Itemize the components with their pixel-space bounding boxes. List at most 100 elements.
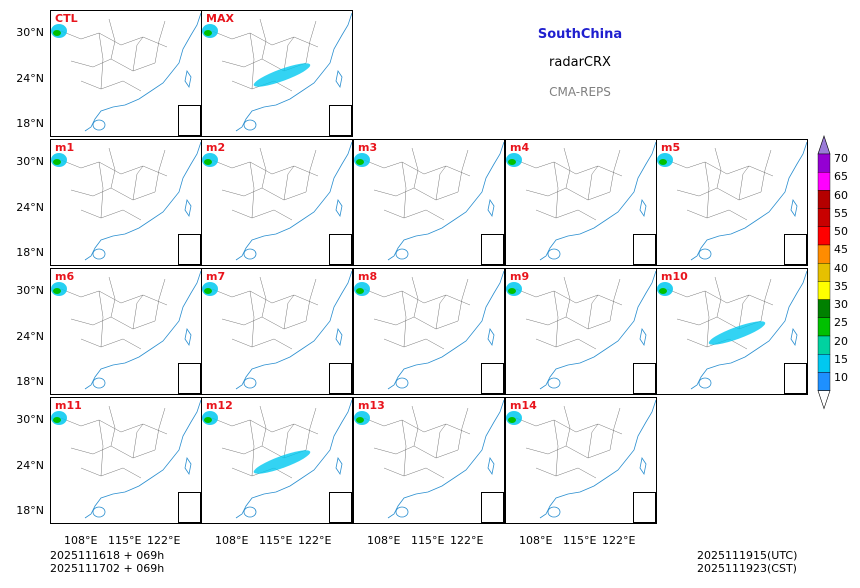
map-panel-m13: m13 (353, 397, 505, 524)
province-border (108, 18, 116, 60)
province-border (401, 419, 407, 477)
province-border (132, 294, 144, 330)
province-border (760, 278, 772, 322)
south-china-sea-inset (329, 492, 352, 523)
colorbar-label-60: 60 (834, 189, 848, 202)
basemap (51, 270, 201, 390)
colorbar-label-10: 10 (834, 371, 848, 384)
radar-echo (659, 288, 667, 294)
province-border (535, 209, 597, 221)
province-border (70, 187, 156, 201)
coastline (235, 399, 352, 519)
map-panel-m4: m4 (505, 139, 657, 266)
colorbar-label-50: 50 (834, 225, 848, 238)
province-border (363, 417, 471, 435)
province-border (457, 407, 469, 451)
province-border (609, 278, 621, 322)
lat-label-18: 18°N (16, 246, 44, 259)
basemap (202, 12, 352, 132)
lon-label-115: 115°E (563, 534, 597, 547)
panel-label: m12 (206, 399, 233, 412)
coastline (84, 399, 201, 519)
lat-label-24: 24°N (16, 72, 44, 85)
province-border (587, 165, 599, 201)
colorbar-swatch (817, 353, 831, 373)
lat-label-30: 30°N (16, 413, 44, 426)
panel-label: m5 (661, 141, 681, 154)
colorbar-label-25: 25 (834, 316, 848, 329)
radar-echo (204, 30, 212, 36)
coastline (387, 270, 504, 390)
province-border (98, 161, 104, 219)
radar-echo (508, 159, 516, 165)
panel-label: m1 (55, 141, 75, 154)
province-border (305, 20, 317, 64)
hainan-island (395, 506, 409, 518)
coastline (690, 270, 807, 390)
province-border (98, 419, 104, 477)
colorbar-swatch (817, 262, 831, 282)
panel-label: CTL (55, 12, 78, 25)
panel-label: MAX (206, 12, 234, 25)
hainan-island (547, 506, 561, 518)
province-border (435, 165, 447, 201)
taiwan-island (184, 69, 192, 89)
coastline (690, 141, 807, 261)
radar-echo (53, 417, 61, 423)
lon-label-108: 108°E (519, 534, 553, 547)
lon-label-108: 108°E (215, 534, 249, 547)
province-border (249, 290, 255, 348)
basemap (51, 399, 201, 519)
panel-label: m13 (358, 399, 385, 412)
map-panel-m11: m11 (50, 397, 202, 524)
taiwan-island (639, 456, 647, 476)
province-border (80, 80, 142, 92)
lon-label-115: 115°E (411, 534, 445, 547)
province-border (231, 209, 293, 221)
radar-echo (53, 30, 61, 36)
hainan-island (698, 377, 712, 389)
radar-echo (356, 159, 364, 165)
south-china-sea-inset (178, 492, 201, 523)
hainan-island (243, 119, 257, 131)
province-border (587, 294, 599, 330)
province-border (714, 276, 722, 318)
province-border (525, 316, 611, 330)
province-border (283, 294, 295, 330)
south-china-sea-inset (481, 492, 504, 523)
basemap (51, 141, 201, 261)
map-panel-m8: m8 (353, 268, 505, 395)
province-border (704, 290, 710, 348)
basemap (51, 12, 201, 132)
province-border (70, 445, 156, 459)
panel-label: m7 (206, 270, 226, 283)
province-border (283, 423, 295, 459)
taiwan-island (335, 69, 343, 89)
province-border (515, 288, 623, 306)
lon-label-122: 122°E (147, 534, 181, 547)
taiwan-island (639, 198, 647, 218)
radar-echo (356, 288, 364, 294)
province-border (211, 30, 319, 48)
province-border (283, 36, 295, 72)
map-panel-m14: m14 (505, 397, 657, 524)
province-border (305, 149, 317, 193)
hainan-island (92, 506, 106, 518)
colorbar-label-55: 55 (834, 207, 848, 220)
province-border (154, 278, 166, 322)
panel-label: m8 (358, 270, 378, 283)
lon-label-122: 122°E (298, 534, 332, 547)
radar-echo-band (253, 450, 311, 474)
province-border (373, 187, 459, 201)
basemap (202, 270, 352, 390)
south-china-sea-inset (633, 363, 656, 394)
map-panel-m1: m1 (50, 139, 202, 266)
hainan-island (92, 248, 106, 260)
province-border (525, 187, 611, 201)
basemap (657, 270, 807, 390)
map-panel-max: MAX (201, 10, 353, 137)
province-border (535, 338, 597, 350)
province-border (686, 209, 748, 221)
province-border (553, 419, 559, 477)
colorbar-label-20: 20 (834, 335, 848, 348)
